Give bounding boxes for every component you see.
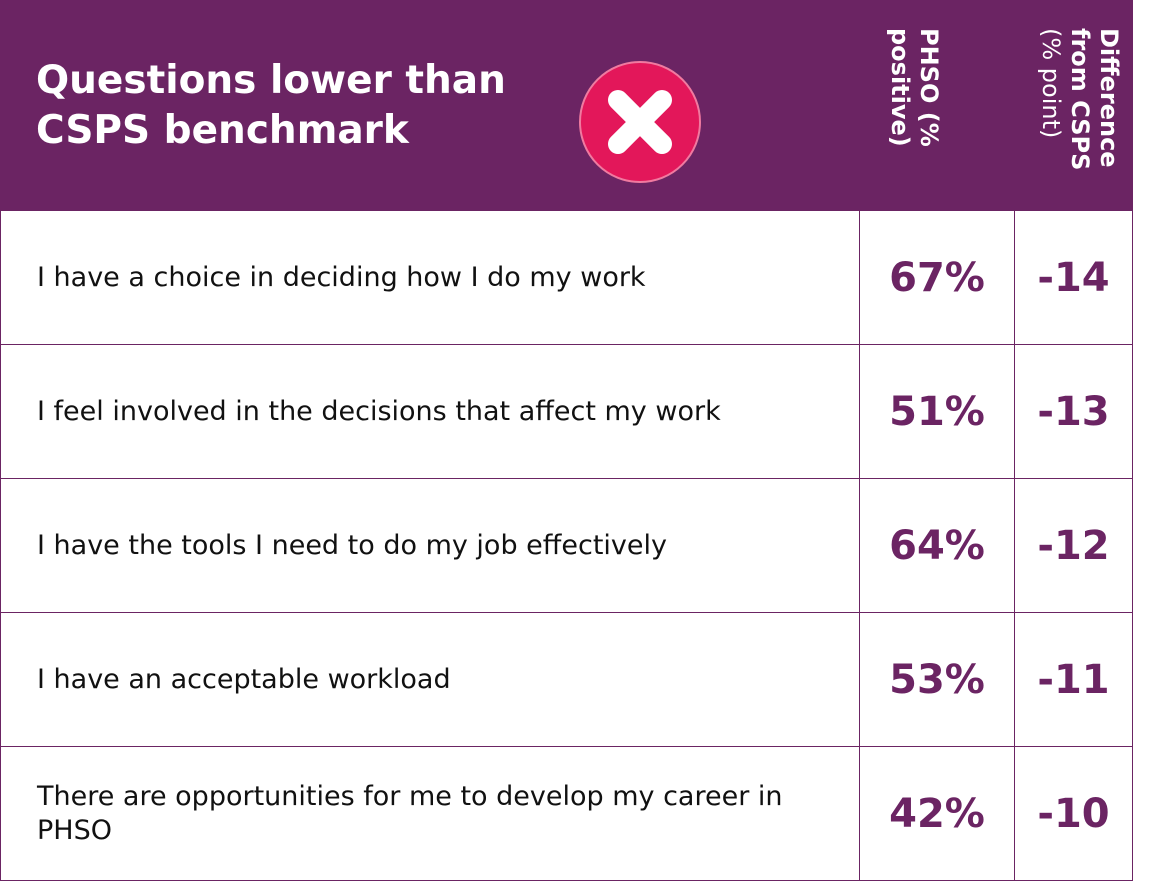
column-header: PHSO (% positive) [885,28,943,198]
header-line: positive) [886,28,914,147]
question: I have the tools I need to do my job eff… [0,478,860,613]
column-header: Difference from CSPS (% point) [1036,28,1123,198]
question: I feel involved in the decisions that af… [0,344,860,479]
title: Questions lower than CSPS benchmark [36,58,506,153]
header-line: (% point) [1037,28,1065,139]
difference: -12 [1014,478,1133,613]
row: I have the tools I need to do my job eff… [0,478,1133,613]
question: I have a choice in deciding how I do my … [0,210,860,345]
header: Questions lower than CSPS benchmark PHSO… [0,0,1133,210]
phso-value: 51% [859,344,1015,479]
table: I have a choice in deciding how I do my … [0,210,1133,881]
cross-icon [579,61,701,183]
difference: -11 [1014,612,1133,747]
header-line: Difference [1095,28,1123,168]
difference: -10 [1014,746,1133,881]
row: There are opportunities for me to develo… [0,746,1133,881]
row: I feel involved in the decisions that af… [0,344,1133,479]
row: I have an acceptable workload 53% -11 [0,612,1133,747]
header-line: PHSO (% [915,28,943,147]
question: I have an acceptable workload [0,612,860,747]
phso-value: 42% [859,746,1015,881]
phso-value: 53% [859,612,1015,747]
header-line: from CSPS [1066,28,1094,171]
row: I have a choice in deciding how I do my … [0,210,1133,345]
difference: -14 [1014,210,1133,345]
phso-value: 67% [859,210,1015,345]
question: There are opportunities for me to develo… [0,746,860,881]
phso-value: 64% [859,478,1015,613]
difference: -13 [1014,344,1133,479]
